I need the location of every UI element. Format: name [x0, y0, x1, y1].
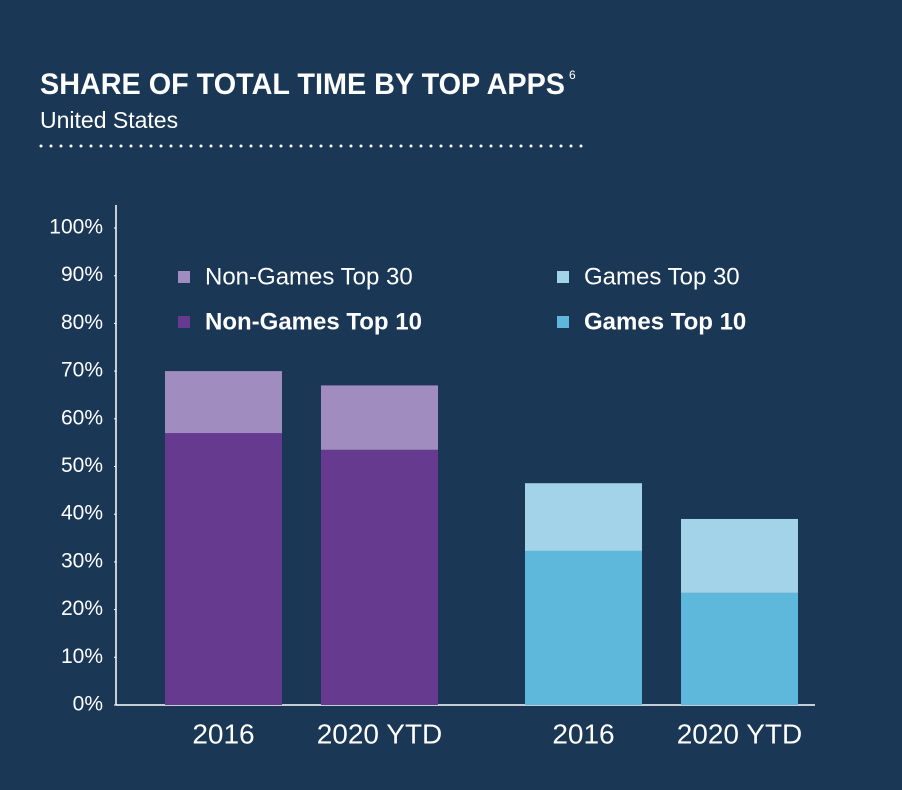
x-tick-label: 2020 YTD	[317, 718, 443, 749]
x-tick-label: 2020 YTD	[677, 718, 803, 749]
x-tick-label: 2016	[552, 718, 614, 749]
bar-segment	[321, 385, 438, 450]
bar-segment	[165, 371, 282, 434]
legend-swatch	[178, 316, 190, 328]
chart-title: SHARE OF TOTAL TIME BY TOP APPS	[40, 68, 565, 101]
legend-label: Games Top 30	[584, 263, 740, 290]
subtitle: United States	[40, 107, 178, 133]
legend-swatch	[557, 271, 569, 283]
y-tick-label: 40%	[61, 502, 103, 525]
bar-segment	[321, 449, 438, 705]
legend-label: Non-Games Top 10	[205, 308, 422, 335]
bar-segment	[681, 592, 798, 705]
legend-label: Non-Games Top 30	[205, 263, 413, 290]
y-tick-label: 90%	[61, 263, 103, 286]
title-note: 6	[569, 68, 576, 82]
y-tick-label: 10%	[61, 645, 103, 668]
legend-swatch	[557, 316, 569, 328]
y-tick-label: 30%	[61, 549, 103, 572]
y-tick-label: 60%	[61, 406, 103, 429]
y-tick-label: 50%	[61, 454, 103, 477]
bar-segment	[681, 518, 798, 593]
x-tick-label: 2016	[192, 718, 254, 749]
y-tick-label: 20%	[61, 597, 103, 620]
y-tick-label: 80%	[61, 311, 103, 334]
y-tick-label: 0%	[73, 693, 103, 716]
bar-segment	[525, 550, 642, 705]
legend-label: Games Top 10	[584, 308, 746, 335]
y-tick-label: 70%	[61, 359, 103, 382]
bar-segment	[165, 433, 282, 705]
y-tick-label: 100%	[49, 216, 103, 239]
legend-swatch	[178, 271, 190, 283]
bar-segment	[525, 483, 642, 551]
